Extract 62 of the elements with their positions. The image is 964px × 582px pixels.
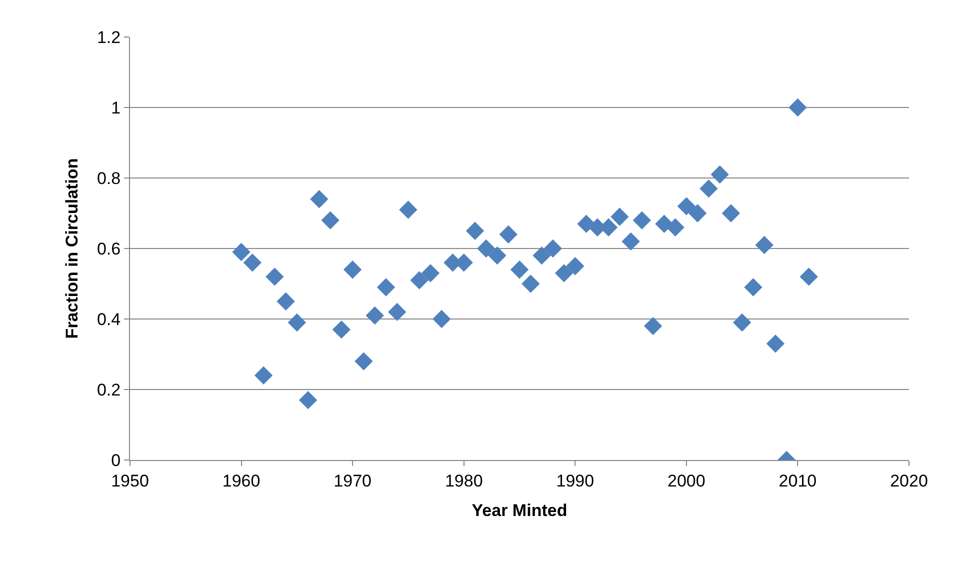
point	[410, 271, 428, 290]
y-tick-label: 0.4	[96, 310, 121, 329]
point	[666, 218, 684, 236]
x-tick-label: 1960	[222, 471, 260, 490]
point	[554, 264, 574, 282]
point	[800, 268, 818, 286]
x-tick-label: 1980	[444, 471, 483, 490]
point	[488, 246, 506, 265]
y-tick-label: 0	[111, 450, 121, 470]
point	[700, 179, 718, 198]
point	[321, 211, 340, 230]
point	[766, 334, 785, 353]
point	[399, 200, 418, 219]
point	[332, 320, 351, 339]
point	[288, 313, 306, 332]
point	[421, 264, 440, 282]
point	[544, 239, 562, 258]
point	[432, 310, 451, 328]
y-axis-title: Fraction in Circulation	[62, 158, 82, 339]
point	[722, 204, 740, 222]
point	[755, 236, 774, 254]
point	[522, 274, 540, 293]
point	[477, 239, 496, 258]
point	[732, 313, 752, 332]
point	[298, 390, 318, 410]
point	[610, 208, 629, 226]
y-tick-label: 1	[111, 98, 121, 118]
point	[710, 165, 729, 184]
point	[254, 366, 273, 384]
point	[388, 302, 406, 322]
point	[566, 257, 584, 276]
x-tick-label: 1970	[334, 471, 372, 490]
point	[466, 222, 484, 240]
y-tick-label: 0.6	[96, 239, 121, 258]
point	[499, 225, 518, 244]
point	[744, 278, 762, 296]
point	[366, 306, 384, 325]
point	[276, 292, 295, 310]
point	[677, 197, 696, 216]
x-axis-title: Year Minted	[472, 500, 568, 520]
y-tick-label: 0.8	[96, 168, 121, 188]
x-tick-label: 2000	[668, 471, 706, 490]
point	[644, 316, 662, 336]
point	[688, 204, 707, 222]
point	[632, 211, 652, 230]
point	[510, 260, 529, 279]
point	[243, 254, 262, 272]
point	[354, 352, 373, 370]
x-tick-label: 2010	[778, 471, 817, 490]
point	[532, 246, 551, 265]
point	[376, 278, 396, 296]
x-tick-label: 1950	[111, 471, 149, 490]
y-tick-label: 1.2	[96, 28, 121, 47]
point	[266, 268, 284, 286]
point	[343, 260, 362, 279]
point	[622, 232, 640, 251]
point	[788, 98, 807, 117]
x-tick-label: 1990	[556, 471, 594, 490]
point	[232, 242, 250, 262]
point	[310, 190, 328, 208]
x-tick-label: 2020	[890, 471, 928, 490]
y-tick-label: 0.2	[96, 380, 121, 400]
